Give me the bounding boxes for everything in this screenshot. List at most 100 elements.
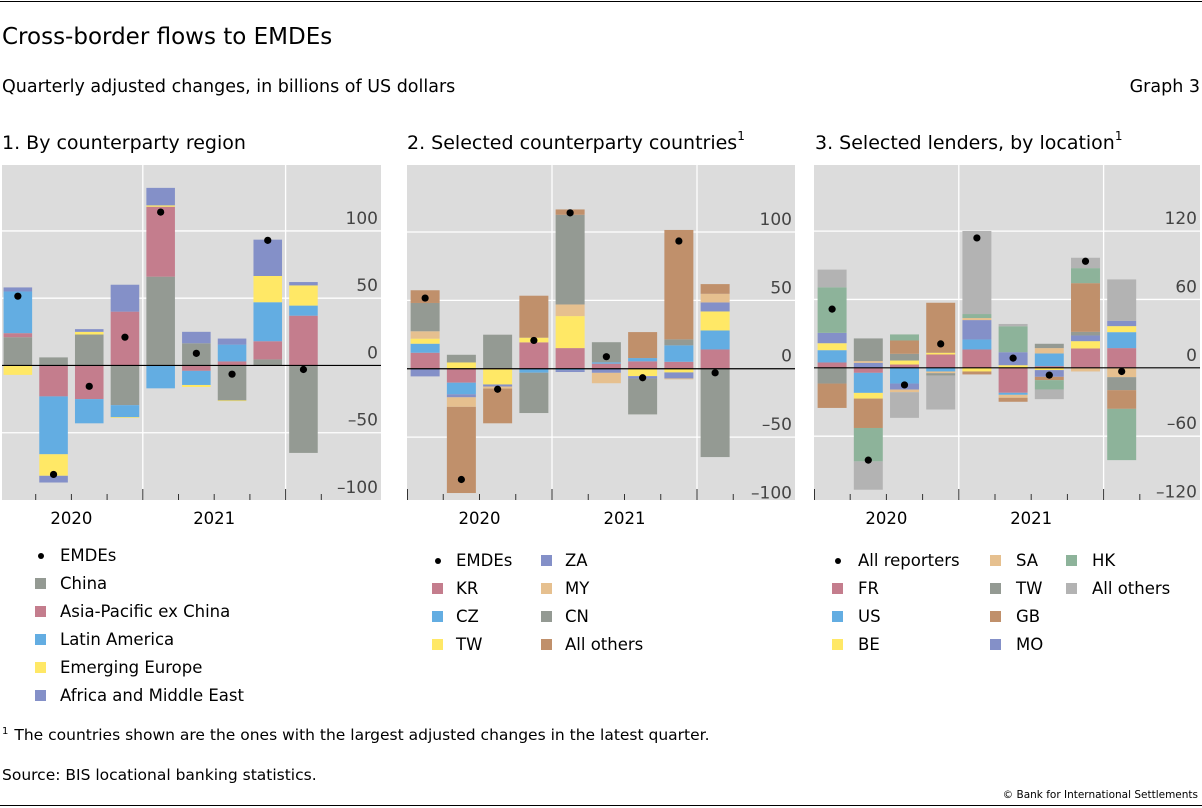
y-tick-label: 0 (367, 343, 378, 363)
bar-segment-china (110, 365, 140, 406)
total-dot (228, 370, 236, 378)
legend-item: FR (832, 578, 879, 600)
legend-label: CN (565, 607, 589, 626)
bar-segment-hk (1071, 268, 1100, 284)
bar-segment-fr (817, 362, 847, 368)
bar-segment-tw (483, 368, 513, 385)
legend-item: All others (1066, 578, 1170, 600)
y-tick-label: 50 (356, 276, 378, 296)
total-dot (49, 470, 58, 479)
legend-item: HK (1066, 550, 1115, 572)
bar-segment-gb (1071, 283, 1100, 332)
bar-segment-mo (1107, 320, 1137, 327)
bar-segment-all-others (483, 388, 513, 424)
bar-segment-cn (519, 372, 549, 414)
legend-label: MO (1016, 635, 1044, 654)
legend-swatch-icon (990, 639, 1001, 650)
legend-swatch-icon (541, 555, 552, 566)
legend-item: TW (990, 578, 1042, 600)
bar-segment-my (664, 378, 694, 380)
bar-segment-tw (1034, 343, 1064, 349)
legend-item: TW (432, 634, 482, 656)
bar-segment-africa-and-middle-east (39, 475, 68, 483)
bar-segment-us (926, 367, 956, 372)
bar-segment-africa-and-middle-east (289, 282, 318, 286)
chart-panel-content: –120 –60 0 60 120 2020 2021 (814, 165, 1200, 528)
bar-segment-emerging-europe (146, 205, 175, 207)
total-dot (639, 374, 647, 382)
bar-segment-africa-and-middle-east (74, 329, 104, 332)
top-rule (0, 1, 1202, 2)
bar-segment-sa (890, 389, 919, 393)
legend-dot-icon (435, 558, 441, 564)
legend-swatch-icon (990, 611, 1001, 622)
bar-segment-emerging-europe (182, 384, 211, 387)
bar-segment-all-others (853, 461, 883, 490)
bar-segment-tw (664, 368, 694, 373)
bar-segment-mo (962, 320, 992, 340)
bar-segment-all-others (1034, 389, 1064, 400)
footnote: 1 The countries shown are the ones with t… (2, 726, 710, 744)
bar-segment-my (410, 331, 440, 339)
legend-item: KR (432, 578, 478, 600)
legend-swatch-icon (432, 611, 443, 622)
bar-segment-china (146, 276, 175, 366)
legend-label: ZA (565, 551, 588, 570)
bar-segment-all-others (926, 375, 956, 410)
legend-swatch-icon (1066, 583, 1077, 594)
legend-swatch-icon (990, 583, 1001, 594)
page-title: Cross-border flows to EMDEs (2, 24, 333, 50)
panel-3-title-text: 3. Selected lenders, by location (815, 132, 1115, 154)
bar-segment-my (591, 372, 621, 384)
legend-label: All others (1092, 579, 1171, 598)
bar-segment-asia-pacific-ex-china (289, 315, 318, 366)
legend-swatch-icon (432, 583, 443, 594)
bar-segment-sa (998, 394, 1028, 398)
bar-segment-be (1071, 341, 1100, 349)
legend-swatch-icon (35, 578, 46, 589)
legend-item: CN (541, 606, 589, 628)
legend-label: TW (1016, 579, 1043, 598)
bar-segment-mo (817, 332, 847, 344)
legend-item: CZ (432, 606, 479, 628)
bar-segment-za (664, 372, 694, 379)
bar-segment-us (962, 339, 992, 350)
bar-segment-kr (700, 349, 730, 369)
legend-item: All others (541, 634, 643, 656)
footnote-marker: 1 (2, 726, 9, 737)
bar-segment-hk (890, 334, 919, 341)
bar-segment-tw (555, 316, 585, 349)
total-dot (602, 353, 610, 361)
bar-segment-za (483, 384, 513, 387)
y-tick-label: –50 (762, 415, 792, 435)
bar-segment-fr (1071, 348, 1100, 368)
total-dot (299, 365, 308, 374)
total-dot (937, 340, 945, 348)
legend-item: Asia-Pacific ex China (35, 601, 230, 623)
y-tick-label: 120 (1165, 209, 1197, 229)
bar-segment-china (3, 337, 33, 366)
bar-segment-all-others (700, 284, 730, 294)
bar-segment-za (410, 368, 440, 377)
legend-item: MO (990, 634, 1043, 656)
bar-segment-us (853, 372, 883, 393)
bar-segment-cz (664, 345, 694, 362)
total-dot (1081, 257, 1090, 265)
y-tick-label: 0 (781, 347, 792, 367)
bar-segment-be (962, 367, 992, 372)
bar-segment-all-others (817, 269, 847, 288)
legend-swatch-icon (541, 611, 552, 622)
bar-segment-kr (555, 348, 585, 369)
bar-segment-my (700, 293, 730, 303)
legend-label: Emerging Europe (60, 658, 203, 677)
bar-segment-cz (446, 382, 476, 395)
bar-segment-be (817, 343, 847, 351)
bar-segment-asia-pacific-ex-china (74, 365, 104, 400)
total-dot (85, 382, 93, 390)
legend-item-dots: EMDEs (35, 545, 116, 567)
legend-swatch-icon (432, 639, 443, 650)
legend-item: China (35, 573, 107, 595)
bar-segment-latin-america (289, 305, 318, 316)
total-dot (566, 209, 574, 217)
bar-segment-china (74, 334, 104, 366)
